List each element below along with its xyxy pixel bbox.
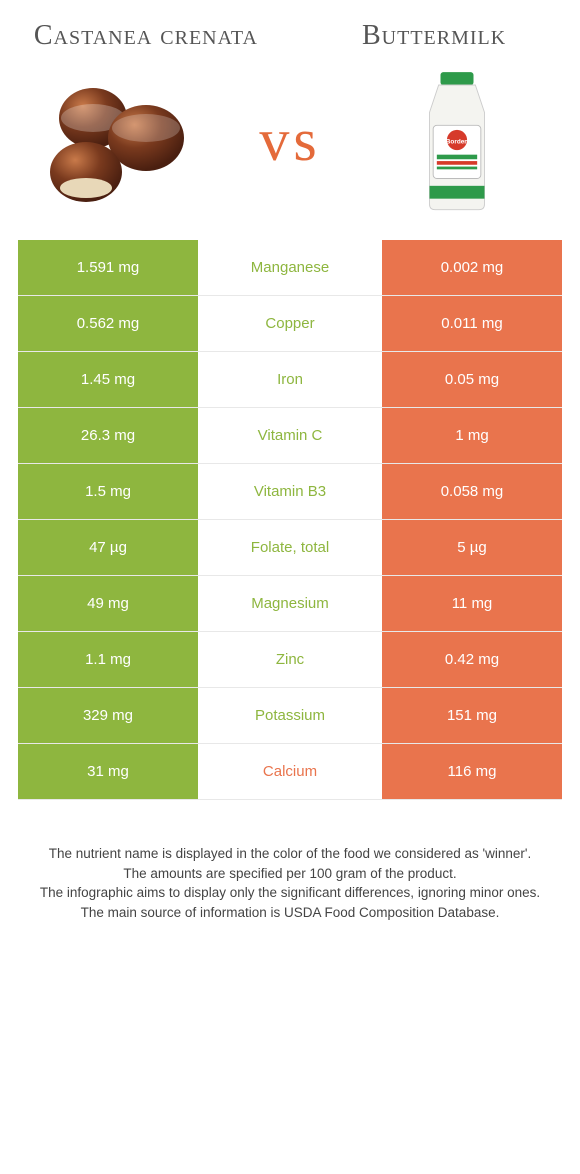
- hero-row: vs Borden: [18, 70, 562, 240]
- svg-text:Borden: Borden: [446, 139, 469, 146]
- table-row: 0.562 mgCopper0.011 mg: [18, 296, 562, 352]
- buttermilk-image: Borden: [372, 70, 542, 210]
- nutrient-name: Potassium: [198, 688, 382, 743]
- table-row: 31 mgCalcium116 mg: [18, 744, 562, 800]
- nutrient-name: Manganese: [198, 240, 382, 295]
- table-row: 1.591 mgManganese0.002 mg: [18, 240, 562, 296]
- right-value: 0.002 mg: [382, 240, 562, 295]
- table-row: 1.45 mgIron0.05 mg: [18, 352, 562, 408]
- left-value: 1.591 mg: [18, 240, 198, 295]
- nutrient-name: Calcium: [198, 744, 382, 799]
- table-row: 1.5 mgVitamin B30.058 mg: [18, 464, 562, 520]
- left-value: 1.5 mg: [18, 464, 198, 519]
- right-value: 151 mg: [382, 688, 562, 743]
- right-value: 5 µg: [382, 520, 562, 575]
- footnote-line: The nutrient name is displayed in the co…: [30, 844, 550, 864]
- right-value: 0.42 mg: [382, 632, 562, 687]
- right-value: 116 mg: [382, 744, 562, 799]
- chestnut-image: [38, 70, 208, 210]
- nutrient-name: Vitamin C: [198, 408, 382, 463]
- left-food-title: Castanea crenata: [28, 20, 264, 52]
- footnote-line: The infographic aims to display only the…: [30, 883, 550, 903]
- title-row: Castanea crenata Buttermilk: [18, 20, 562, 52]
- nutrient-name: Iron: [198, 352, 382, 407]
- table-row: 26.3 mgVitamin C1 mg: [18, 408, 562, 464]
- vs-label: vs: [259, 106, 320, 175]
- infographic-container: Castanea crenata Buttermilk: [0, 0, 580, 922]
- left-value: 329 mg: [18, 688, 198, 743]
- table-row: 47 µgFolate, total5 µg: [18, 520, 562, 576]
- left-value: 26.3 mg: [18, 408, 198, 463]
- left-value: 49 mg: [18, 576, 198, 631]
- left-value: 1.45 mg: [18, 352, 198, 407]
- table-row: 49 mgMagnesium11 mg: [18, 576, 562, 632]
- table-row: 1.1 mgZinc0.42 mg: [18, 632, 562, 688]
- right-food-title: Buttermilk: [316, 20, 552, 52]
- nutrient-name: Vitamin B3: [198, 464, 382, 519]
- table-row: 329 mgPotassium151 mg: [18, 688, 562, 744]
- footnote-line: The amounts are specified per 100 gram o…: [30, 864, 550, 884]
- footnote-line: The main source of information is USDA F…: [30, 903, 550, 923]
- right-value: 0.058 mg: [382, 464, 562, 519]
- nutrient-table: 1.591 mgManganese0.002 mg0.562 mgCopper0…: [18, 240, 562, 800]
- nutrient-name: Zinc: [198, 632, 382, 687]
- right-value: 0.011 mg: [382, 296, 562, 351]
- left-value: 31 mg: [18, 744, 198, 799]
- left-value: 0.562 mg: [18, 296, 198, 351]
- right-value: 1 mg: [382, 408, 562, 463]
- nutrient-name: Folate, total: [198, 520, 382, 575]
- nutrient-name: Magnesium: [198, 576, 382, 631]
- nutrient-name: Copper: [198, 296, 382, 351]
- right-value: 11 mg: [382, 576, 562, 631]
- right-value: 0.05 mg: [382, 352, 562, 407]
- left-value: 47 µg: [18, 520, 198, 575]
- left-value: 1.1 mg: [18, 632, 198, 687]
- footnotes: The nutrient name is displayed in the co…: [18, 844, 562, 922]
